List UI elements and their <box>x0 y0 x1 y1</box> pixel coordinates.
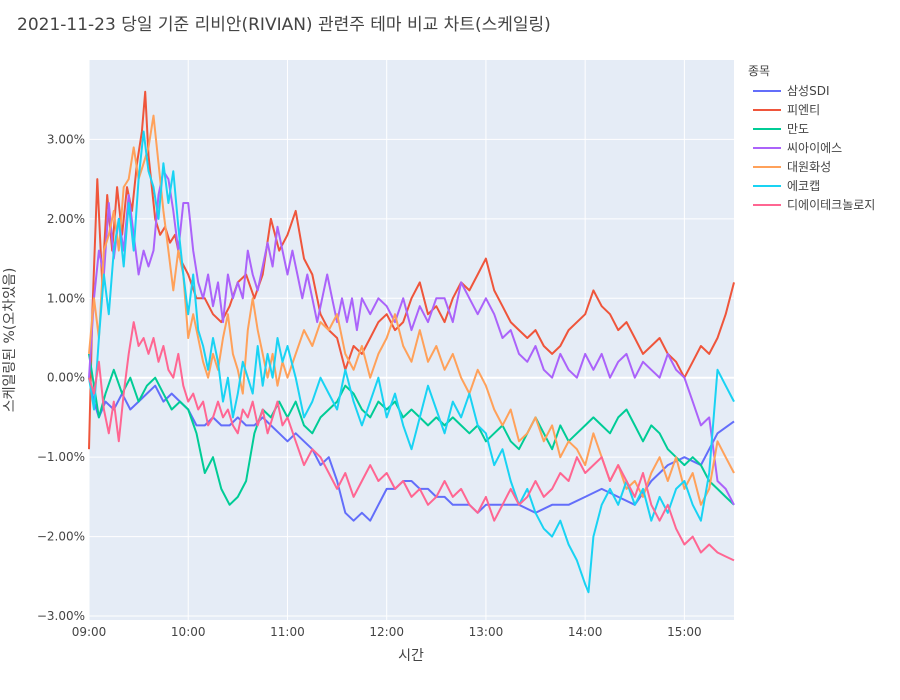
x-tick-label: 14:00 <box>568 625 603 639</box>
legend-item-label: 디에이테크놀로지 <box>787 198 875 212</box>
y-tick-label: 0.00% <box>47 371 85 385</box>
x-tick-labels: 09:00 10:00 11:00 12:00 13:00 14:00 15:00 <box>72 625 702 639</box>
y-tick-label: −2.00% <box>37 530 85 544</box>
y-axis-label: 스케일링된 %(오차있음) <box>2 268 18 413</box>
y-tick-label: 2.00% <box>47 212 85 226</box>
legend-item-label: 대원화성 <box>787 160 831 174</box>
x-tick-label: 10:00 <box>171 625 206 639</box>
legend-title: 종목 <box>748 64 770 78</box>
series-line-5 <box>88 130 735 594</box>
x-tick-label: 13:00 <box>469 625 504 639</box>
legend-item-label: 피엔티 <box>787 103 820 117</box>
x-tick-label: 09:00 <box>72 625 107 639</box>
y-tick-label: 1.00% <box>47 291 85 305</box>
x-tick-label: 15:00 <box>667 625 702 639</box>
x-axis-label: 시간 <box>398 648 424 664</box>
plot-background <box>89 60 734 620</box>
y-tick-label: 3.00% <box>47 132 85 146</box>
series-line-0 <box>88 377 735 522</box>
x-gridlines <box>88 60 685 620</box>
legend-item-label: 삼성SDI <box>787 84 829 98</box>
chart-title: 2021-11-23 당일 기준 리비안(RIVIAN) 관련주 테마 비교 차… <box>17 15 551 35</box>
y-tick-label: −3.00% <box>37 609 85 623</box>
legend-item-label: 만도 <box>787 122 809 136</box>
series-line-6 <box>88 321 735 562</box>
x-tick-label: 12:00 <box>369 625 404 639</box>
legend-item-label: 씨아이에스 <box>787 141 842 155</box>
y-tick-labels: 3.00% 2.00% 1.00% 0.00% −1.00% −2.00% −3.00% <box>37 132 85 623</box>
y-tick-label: −1.00% <box>37 450 85 464</box>
series-lines <box>88 90 735 594</box>
x-tick-label: 11:00 <box>270 625 305 639</box>
legend-item-label: 에코캡 <box>787 179 820 193</box>
series-line-2 <box>88 353 735 506</box>
series-line-3 <box>88 170 735 506</box>
